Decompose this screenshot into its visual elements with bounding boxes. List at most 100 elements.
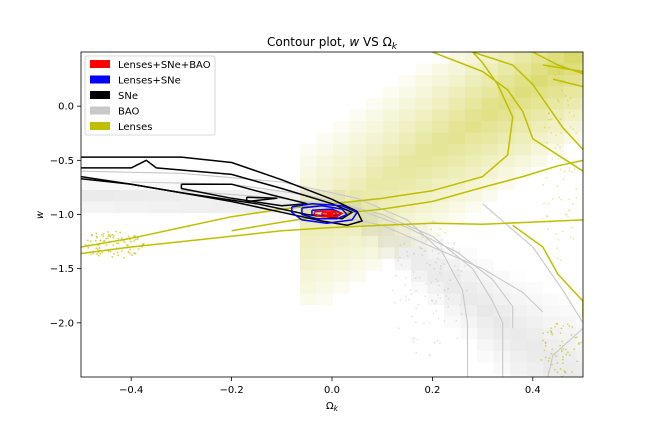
sample-dot <box>117 254 120 257</box>
sample-dot <box>113 235 115 237</box>
sample-dot <box>569 97 572 99</box>
density-cell <box>300 236 317 248</box>
density-cell <box>510 351 527 363</box>
sample-dot <box>546 331 549 334</box>
sample-dot <box>94 239 97 242</box>
density-cell <box>465 98 482 110</box>
sample-dot <box>404 295 407 298</box>
density-cell <box>498 132 515 144</box>
sample-dot <box>563 370 566 372</box>
density-cell <box>481 144 498 156</box>
sample-dot <box>447 305 450 308</box>
sample-dot <box>566 351 569 354</box>
density-cell <box>399 109 416 121</box>
x-tick-label: −0.2 <box>219 385 243 396</box>
sample-dot <box>134 252 137 255</box>
contour-line <box>547 327 583 377</box>
sample-dot <box>109 250 112 253</box>
density-cell <box>526 316 543 328</box>
density-cell <box>316 167 333 179</box>
sample-dot <box>568 170 571 172</box>
density-cell <box>448 75 465 87</box>
sample-dot <box>574 336 577 339</box>
density-cell <box>394 247 411 259</box>
density-cell <box>481 132 498 144</box>
density-cell <box>432 109 449 121</box>
sample-dot <box>439 297 442 299</box>
sample-dot <box>434 221 436 223</box>
density-cell <box>399 75 416 87</box>
density-cell <box>465 167 482 179</box>
density-cell <box>510 328 527 340</box>
sample-dot <box>547 360 550 362</box>
sample-dot <box>562 178 565 181</box>
sample-dot <box>573 348 576 351</box>
sample-dot <box>423 322 425 325</box>
sample-dot <box>84 243 87 246</box>
contour-line <box>81 159 353 220</box>
sample-dot <box>393 301 396 304</box>
density-cell <box>448 121 465 133</box>
density-cell <box>349 109 366 121</box>
sample-dot <box>559 118 562 121</box>
density-cell <box>477 339 494 351</box>
sample-dot <box>111 233 114 236</box>
sample-dot <box>411 315 413 318</box>
sample-dot <box>566 99 569 102</box>
sample-dot <box>412 271 415 274</box>
contour-line <box>301 205 348 220</box>
sample-dot <box>456 337 459 340</box>
legend-swatch <box>90 60 110 68</box>
density-cell <box>382 224 399 236</box>
density-cell <box>382 155 399 167</box>
density-cell <box>448 63 465 75</box>
density-cell <box>564 121 581 133</box>
sample-dot <box>447 242 450 244</box>
density-cell <box>444 282 461 294</box>
density-cell <box>316 270 333 282</box>
sample-dot <box>562 347 565 350</box>
sample-dot <box>403 242 406 245</box>
density-cell <box>382 109 399 121</box>
sample-dot <box>425 282 428 285</box>
density-cell <box>229 201 246 213</box>
density-cell <box>547 132 564 144</box>
sample-dot <box>451 247 454 249</box>
density-cell <box>498 167 515 179</box>
density-cell <box>531 52 548 64</box>
density-cell <box>444 305 461 317</box>
sample-dot <box>437 339 439 342</box>
density-cell <box>432 132 449 144</box>
density-cell <box>333 132 350 144</box>
legend-label: Lenses+SNe+BAO <box>118 60 211 71</box>
density-cell <box>147 201 164 213</box>
density-cell <box>564 75 581 87</box>
density-cell <box>481 86 498 98</box>
sample-dot <box>113 252 115 255</box>
density-cell <box>493 293 510 305</box>
density-cell <box>349 201 366 213</box>
sample-dot <box>540 359 543 361</box>
sample-dot <box>434 261 437 264</box>
sample-dot <box>416 338 419 341</box>
sample-dot <box>407 298 410 301</box>
density-cell <box>526 362 543 374</box>
density-cell <box>498 178 515 190</box>
sample-dot <box>440 265 442 268</box>
sample-dot <box>107 235 110 237</box>
sample-dot <box>563 170 566 173</box>
density-cell <box>564 86 581 98</box>
sample-dot <box>551 158 554 160</box>
sample-dot <box>576 336 578 339</box>
density-cell <box>559 339 576 351</box>
sample-dot <box>400 264 403 266</box>
density-cell <box>114 178 131 190</box>
sample-dot <box>559 344 561 347</box>
sample-dot <box>98 247 101 249</box>
density-cell <box>279 190 296 202</box>
density-cell <box>547 98 564 110</box>
sample-dot <box>417 303 420 306</box>
sample-dot <box>92 252 94 255</box>
sample-dot <box>415 307 418 310</box>
density-cell <box>514 86 531 98</box>
